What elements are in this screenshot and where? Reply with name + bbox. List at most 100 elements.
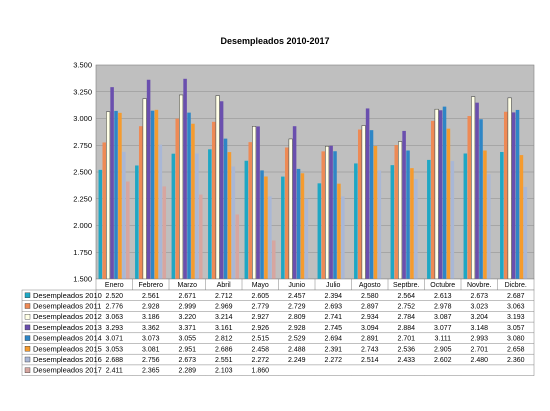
data-label: 2.249	[288, 357, 306, 364]
bar	[337, 183, 341, 279]
data-label: 2.613	[434, 293, 452, 300]
x-tick-label: Abril	[217, 282, 231, 289]
bar	[98, 169, 103, 279]
data-label: 2.891	[361, 336, 379, 343]
y-tick-label: 3.250	[73, 87, 92, 96]
legend-swatch	[24, 303, 31, 309]
data-label: 2.602	[434, 357, 452, 364]
data-label: 2.701	[470, 346, 488, 353]
x-tick-label: Dicbre.	[505, 282, 527, 289]
bar	[231, 166, 236, 279]
data-label: 2.673	[470, 293, 488, 300]
data-label: 2.809	[288, 314, 306, 321]
bar	[357, 129, 362, 279]
legend-entry: Desempleados 2011	[33, 302, 101, 311]
legend-entry: Desempleados 2010	[33, 291, 102, 300]
x-tick-label: Agosto	[359, 282, 381, 289]
bar	[515, 109, 520, 279]
bar	[361, 125, 366, 280]
data-label: 2.272	[324, 357, 342, 364]
data-label: 2.993	[470, 336, 488, 343]
data-label: 2.812	[215, 336, 233, 343]
legend-entry: Desempleados 2016	[33, 355, 102, 364]
data-label: 3.220	[178, 314, 196, 321]
bar	[219, 101, 224, 280]
x-tick-label: Novbre.	[467, 282, 492, 289]
bar	[479, 119, 483, 279]
data-label: 3.204	[470, 314, 488, 321]
bar	[442, 106, 447, 280]
data-label: 2.693	[324, 304, 342, 311]
y-tick-label: 2.750	[73, 141, 92, 150]
legend-swatch	[24, 356, 31, 363]
data-label: 2.928	[142, 304, 160, 311]
data-label: 2.779	[251, 304, 269, 311]
chart-title: Desempleados 2010-2017	[220, 36, 329, 46]
data-label: 3.111	[435, 336, 452, 343]
y-tick-label: 2.500	[73, 168, 92, 177]
bar	[281, 176, 285, 279]
y-tick-label: 2.000	[73, 221, 92, 230]
x-tick-label: Septbre.	[393, 282, 420, 289]
legend-entry: Desempleados 2013	[33, 323, 102, 332]
bar	[260, 170, 264, 279]
bar	[110, 87, 114, 280]
bar	[235, 214, 240, 279]
data-label: 2.433	[397, 357, 415, 364]
bar	[272, 240, 276, 279]
data-label: 2.671	[178, 293, 196, 300]
bar	[402, 130, 406, 279]
data-label: 3.371	[178, 325, 196, 332]
bar	[223, 138, 228, 279]
x-tick-label: Mayo	[252, 282, 269, 289]
data-label: 2.752	[397, 304, 415, 311]
data-label: 3.071	[105, 336, 123, 343]
x-tick-label: Octubre	[430, 282, 455, 289]
legend-swatch	[24, 324, 31, 331]
data-label: 3.186	[142, 314, 160, 321]
data-label: 2.741	[324, 314, 342, 321]
data-label: 2.289	[178, 368, 196, 375]
data-label: 2.712	[215, 293, 233, 300]
data-label: 2.658	[507, 346, 525, 353]
data-label: 2.480	[470, 357, 488, 364]
data-label: 2.394	[324, 293, 342, 300]
data-label: 2.928	[288, 325, 306, 332]
bar	[199, 194, 203, 279]
bar	[215, 95, 220, 280]
bar	[438, 110, 443, 279]
data-label: 2.999	[178, 304, 196, 311]
bar	[321, 151, 326, 279]
data-label: 1.860	[251, 368, 269, 375]
data-label: 2.978	[434, 304, 452, 311]
data-label: 3.023	[470, 304, 488, 311]
data-label: 2.729	[288, 304, 306, 311]
bar	[394, 145, 399, 279]
bar	[171, 153, 176, 279]
data-label: 3.057	[507, 325, 525, 332]
legend-swatch	[24, 367, 31, 373]
legend-swatch	[24, 335, 31, 341]
bar	[183, 78, 187, 279]
bar	[106, 111, 111, 280]
data-label: 2.536	[397, 346, 415, 353]
bar	[471, 96, 476, 280]
bar	[211, 121, 216, 279]
bar	[304, 198, 309, 279]
data-label: 2.686	[215, 346, 233, 353]
data-label: 2.520	[105, 293, 123, 300]
bar	[430, 120, 435, 279]
data-label: 2.673	[178, 357, 196, 364]
bar	[179, 94, 184, 280]
bar	[427, 159, 431, 279]
data-label: 2.969	[215, 304, 233, 311]
bar	[523, 186, 528, 279]
legend-swatch	[24, 346, 31, 352]
bar	[434, 108, 439, 280]
x-tick-label: Julio	[326, 282, 341, 289]
data-label: 2.701	[397, 336, 415, 343]
data-label: 2.745	[324, 325, 342, 332]
data-label: 2.564	[397, 293, 415, 300]
data-label: 3.161	[215, 325, 233, 332]
